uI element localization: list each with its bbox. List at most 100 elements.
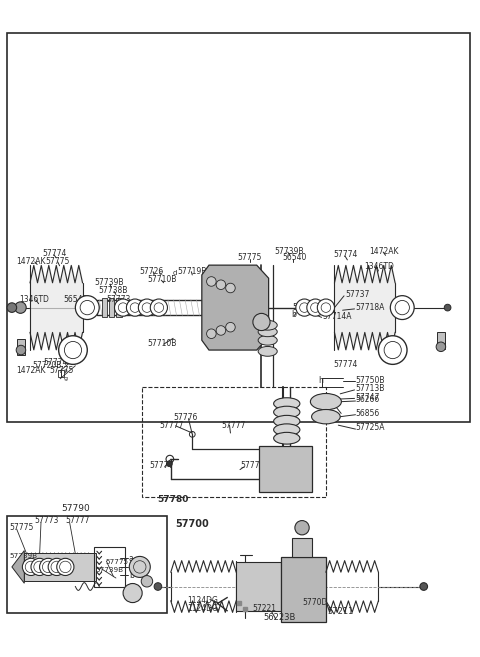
Text: 57775: 57775 — [238, 254, 262, 262]
Circle shape — [216, 326, 226, 335]
Text: 57739B: 57739B — [9, 553, 37, 559]
Text: 56266: 56266 — [356, 396, 380, 404]
Text: 57725A: 57725A — [356, 423, 385, 432]
Text: 57700: 57700 — [175, 520, 209, 530]
Text: e: e — [42, 569, 47, 575]
Text: 1472AK: 1472AK — [16, 367, 45, 375]
Polygon shape — [202, 265, 269, 350]
Circle shape — [167, 461, 172, 466]
Text: 1124DG: 1124DG — [188, 596, 218, 604]
Ellipse shape — [274, 415, 300, 427]
Text: 57713C: 57713C — [218, 267, 248, 275]
Circle shape — [226, 323, 235, 332]
Bar — [109, 298, 115, 317]
Bar — [437, 332, 445, 349]
Text: 57773: 57773 — [35, 516, 59, 525]
Text: 1124DG: 1124DG — [188, 604, 218, 612]
Text: 57773: 57773 — [107, 294, 131, 304]
Text: 57776: 57776 — [173, 413, 198, 422]
Circle shape — [123, 583, 142, 602]
Text: 57790: 57790 — [61, 504, 90, 512]
Text: 1346TD: 1346TD — [364, 262, 394, 271]
Circle shape — [59, 336, 87, 365]
Text: 57775: 57775 — [46, 257, 70, 265]
Text: 57718A: 57718A — [356, 303, 385, 312]
Text: c: c — [21, 558, 24, 568]
Circle shape — [444, 304, 451, 311]
Bar — [24, 553, 96, 581]
Ellipse shape — [274, 432, 300, 444]
Text: 56227: 56227 — [210, 340, 235, 350]
Ellipse shape — [258, 321, 277, 330]
Bar — [102, 298, 108, 317]
Text: f: f — [51, 569, 53, 575]
Bar — [142, 387, 326, 497]
Circle shape — [420, 583, 428, 591]
Circle shape — [226, 283, 235, 293]
Text: g: g — [60, 569, 64, 575]
Circle shape — [126, 299, 144, 316]
Bar — [95, 547, 125, 587]
Ellipse shape — [274, 424, 300, 436]
Text: 57715: 57715 — [292, 303, 317, 312]
Circle shape — [141, 576, 153, 587]
Text: 5770D: 5770D — [302, 599, 327, 607]
Circle shape — [296, 299, 313, 316]
Text: 57775: 57775 — [49, 367, 73, 375]
Text: 57774: 57774 — [43, 358, 68, 367]
Text: h: h — [318, 376, 323, 384]
Text: 57710B: 57710B — [147, 339, 176, 348]
Text: 57713B: 57713B — [356, 384, 385, 393]
Circle shape — [378, 336, 407, 365]
Bar — [58, 371, 64, 377]
Circle shape — [216, 280, 226, 290]
Text: b: b — [129, 571, 134, 580]
Bar — [83, 302, 92, 313]
Ellipse shape — [311, 394, 341, 410]
Text: 57774: 57774 — [333, 250, 358, 260]
Text: b: b — [291, 310, 297, 319]
Circle shape — [31, 558, 48, 576]
Circle shape — [436, 342, 446, 351]
Circle shape — [317, 299, 335, 316]
Text: 57211: 57211 — [327, 608, 354, 616]
Text: 1472AK: 1472AK — [369, 247, 398, 256]
Circle shape — [75, 296, 99, 319]
Text: 57750B: 57750B — [356, 376, 385, 385]
Text: a: a — [129, 554, 133, 563]
Circle shape — [150, 299, 168, 316]
Circle shape — [16, 346, 26, 355]
Text: 57720B: 57720B — [33, 361, 62, 371]
Circle shape — [17, 304, 24, 311]
Circle shape — [307, 299, 324, 316]
Ellipse shape — [258, 346, 277, 356]
Ellipse shape — [258, 335, 277, 345]
Text: h: h — [129, 562, 134, 572]
Text: 56223B: 56223B — [264, 613, 296, 622]
Text: 57714A: 57714A — [322, 312, 351, 321]
Circle shape — [206, 277, 216, 286]
Text: 57739B: 57739B — [96, 567, 123, 573]
Bar — [259, 446, 312, 492]
Text: 56856: 56856 — [356, 409, 380, 418]
Text: 57775: 57775 — [106, 559, 129, 565]
Text: 57710B: 57710B — [147, 275, 176, 284]
Circle shape — [39, 558, 57, 576]
Ellipse shape — [274, 397, 300, 409]
Circle shape — [390, 296, 414, 319]
Text: 57719B: 57719B — [177, 267, 206, 275]
Circle shape — [48, 558, 65, 576]
Circle shape — [57, 558, 74, 576]
Text: 56540: 56540 — [282, 254, 306, 262]
Circle shape — [7, 303, 17, 312]
Text: 57777: 57777 — [221, 420, 245, 430]
Ellipse shape — [274, 406, 300, 418]
Text: 57763: 57763 — [209, 317, 233, 327]
Text: 57762: 57762 — [210, 294, 235, 304]
Circle shape — [253, 313, 270, 330]
Text: 57777: 57777 — [240, 461, 264, 470]
Text: 57774: 57774 — [42, 249, 66, 258]
Circle shape — [138, 299, 156, 316]
Text: 57774: 57774 — [333, 360, 358, 369]
Circle shape — [295, 520, 309, 535]
